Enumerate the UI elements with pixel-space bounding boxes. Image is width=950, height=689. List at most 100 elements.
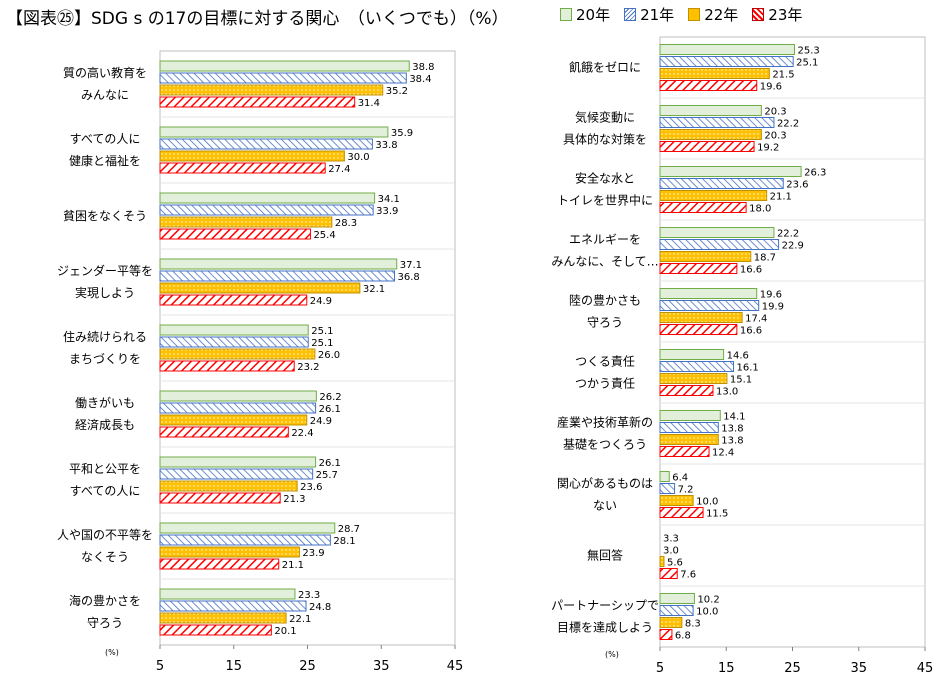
legend-item-20: 20年 [560,4,610,25]
bar-20 [659,105,762,116]
data-label: 22.4 [291,428,313,439]
data-label: 19.6 [760,290,782,301]
category-label: 働きがいも [75,395,135,410]
x-tick-label: 25 [784,661,801,676]
data-label: 23.6 [300,482,322,493]
data-label: 25.1 [311,326,333,337]
bar-21 [659,300,760,311]
bar-20 [159,522,336,534]
category-label: まちづくりを [69,352,141,366]
category-label: すべての人に [70,484,141,498]
bar-22 [659,129,762,140]
bar-22 [159,150,345,162]
data-label: 22.2 [777,229,799,240]
legend-label-21: 21年 [640,6,675,24]
category-label: つかう責任 [575,377,635,391]
data-label: 37.1 [400,260,422,271]
data-label: 10.0 [696,607,718,618]
bar-22 [159,414,308,426]
bar-21 [659,178,784,189]
bar-21 [159,204,374,216]
bar-21 [659,239,780,250]
data-label: 21.1 [282,560,304,571]
bar-20 [159,324,309,336]
legend: 20年 21年 22年 23年 [560,4,802,25]
data-label: 19.2 [757,143,779,154]
bar-23 [159,96,356,108]
data-label: 23.3 [298,590,320,601]
bar-21 [159,336,309,348]
data-label: 3.0 [663,546,679,557]
data-label: 21.3 [283,494,305,505]
data-label: 13.8 [721,424,743,435]
bar-22 [159,282,361,294]
bar-22 [659,495,694,506]
data-label: 22.2 [777,119,799,130]
x-tick-label: 5 [656,661,664,676]
bar-20 [159,390,317,402]
category-label: 貧困をなくそう [63,209,147,223]
data-label: 18.7 [754,253,776,264]
data-label: 7.2 [678,485,694,496]
bar-21 [159,72,407,84]
data-label: 14.1 [723,412,745,423]
category-label: 飢餓をゼロに [569,60,641,75]
bar-21 [159,534,331,546]
data-label: 22.9 [782,241,804,252]
bar-22 [659,190,768,201]
data-label: 12.4 [712,448,734,459]
category-label: 健康と福祉を [69,153,141,168]
data-label: 25.1 [311,338,333,349]
data-label: 32.1 [363,284,385,295]
category-label: 住み続けられる [63,330,147,344]
bar-20 [159,60,410,72]
bar-22 [159,480,298,492]
bar-21 [159,600,307,612]
category-label: 産業や技術革新の [557,415,653,430]
data-label: 23.9 [302,548,324,559]
bar-20 [159,192,376,204]
category-label: パートナーシップで [551,599,659,613]
data-label: 36.8 [398,272,420,283]
bar-20 [159,588,296,600]
category-label: 目標を達成しよう [557,621,653,635]
data-label: 23.6 [786,180,808,191]
legend-label-20: 20年 [576,6,611,24]
data-label: 35.9 [391,128,413,139]
data-label: 34.1 [378,194,400,205]
legend-item-23: 23年 [752,4,802,25]
data-label: 8.3 [685,619,701,630]
bar-22 [659,68,770,79]
x-tick-label: 45 [917,661,934,676]
category-label: すべての人に [70,132,141,146]
category-label: エネルギーを [569,233,641,247]
data-label: 26.2 [319,392,341,403]
category-label: 人や国の不平等を [57,528,153,542]
data-label: 18.0 [749,204,771,215]
bar-21 [659,361,735,372]
data-label: 6.4 [672,473,688,484]
x-tick-label: 15 [718,661,735,676]
data-label: 38.8 [412,62,434,73]
data-label: 24.9 [310,416,332,427]
legend-swatch-20 [560,8,572,21]
bar-23 [159,558,280,570]
bar-22 [159,84,384,96]
data-label: 25.3 [797,46,819,57]
bar-20 [659,288,758,299]
data-label: 19.6 [760,82,782,93]
bar-20 [659,471,670,482]
bar-23 [159,360,295,372]
data-label: 25.7 [316,470,338,481]
data-label: 30.0 [347,152,369,163]
bar-23 [659,385,714,396]
bar-22 [159,348,316,360]
data-label: 25.4 [313,230,335,241]
data-label: 15.1 [730,375,752,386]
bar-22 [159,612,287,624]
bar-20 [659,349,725,360]
category-label: 経済成長も [75,417,135,432]
bar-23 [659,202,747,213]
x-tick-label: 35 [373,659,390,674]
